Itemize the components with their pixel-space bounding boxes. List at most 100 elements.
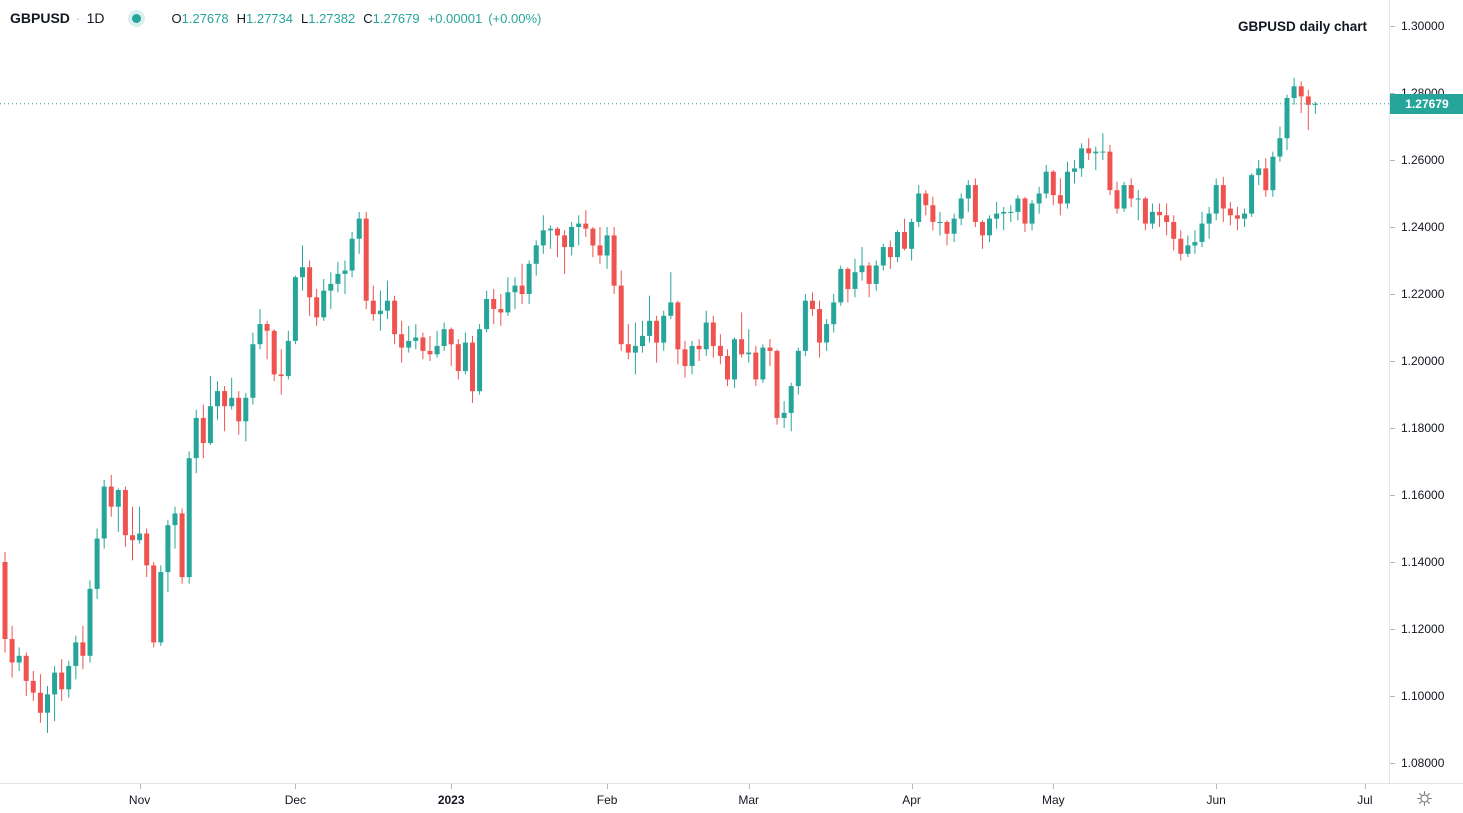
candle-body xyxy=(172,513,178,526)
candle-body xyxy=(1121,185,1127,209)
candle-body xyxy=(377,310,383,315)
candle-body xyxy=(278,374,284,377)
time-axis-tick xyxy=(139,784,141,789)
time-axis-tick xyxy=(295,784,297,789)
low-label: L xyxy=(301,10,309,26)
candle-body xyxy=(1305,96,1311,105)
candle-body xyxy=(675,302,681,350)
candle-body xyxy=(632,345,638,353)
candle-body xyxy=(859,265,865,273)
candlestick-canvas[interactable] xyxy=(0,0,1389,783)
candle-body xyxy=(810,300,815,310)
candle-body xyxy=(1171,222,1177,239)
time-axis-label: Jun xyxy=(1206,793,1226,807)
time-axis[interactable]: Nov Dec 2023 Feb Mar Apr May Jun Jul xyxy=(0,783,1463,813)
candle-body xyxy=(980,222,985,236)
candle-body xyxy=(873,265,879,284)
time-axis-label: Feb xyxy=(596,793,618,807)
candle-body xyxy=(1128,185,1134,199)
candle-body xyxy=(1256,168,1262,176)
candle-body xyxy=(1114,190,1120,209)
time-axis-label: May xyxy=(1041,793,1065,807)
settings-button[interactable] xyxy=(1410,786,1438,810)
candle-body xyxy=(1079,148,1085,169)
candle-body xyxy=(144,533,150,566)
candle-body xyxy=(654,320,660,343)
time-axis-tick xyxy=(451,784,453,789)
candle-body xyxy=(1065,171,1070,204)
candle-body xyxy=(193,417,199,459)
candle-body xyxy=(576,223,582,227)
candle-body xyxy=(1185,245,1191,254)
candle-body xyxy=(668,302,674,316)
candle-body xyxy=(52,672,58,695)
candle-body xyxy=(1291,86,1297,98)
legend-separator: · xyxy=(75,10,81,26)
candle-body xyxy=(1227,208,1233,216)
candle-body xyxy=(491,299,497,309)
candle-body xyxy=(243,397,249,422)
candle-body xyxy=(1178,238,1184,254)
candle-body xyxy=(958,198,964,219)
symbol-name[interactable]: GBPUSD xyxy=(10,10,70,26)
candle-body xyxy=(1263,168,1269,191)
candle-body xyxy=(448,329,454,345)
candle-body xyxy=(462,342,468,372)
time-axis-tick xyxy=(1053,784,1055,789)
candle-body xyxy=(101,486,107,539)
time-axis-tick xyxy=(1216,784,1218,789)
candle-body xyxy=(725,356,730,380)
candle-body xyxy=(902,232,907,249)
candle-body xyxy=(739,339,745,355)
candle-body xyxy=(59,672,65,690)
candle-body xyxy=(965,185,971,199)
candle-body xyxy=(547,228,553,231)
price-axis-tick xyxy=(1390,160,1395,161)
candle-body xyxy=(1149,211,1155,224)
high-label: H xyxy=(236,10,246,26)
candle-body xyxy=(200,417,206,443)
candle-body xyxy=(1234,215,1240,219)
candle-body xyxy=(831,302,837,325)
candle-body xyxy=(1001,211,1007,214)
candle-body xyxy=(703,322,709,350)
candle-body xyxy=(647,320,653,336)
candle-body xyxy=(130,535,135,541)
candle-body xyxy=(137,533,143,541)
candle-body xyxy=(498,309,504,313)
candle-body xyxy=(526,263,532,294)
candle-body xyxy=(838,268,844,303)
candle-body xyxy=(930,205,936,222)
candle-body xyxy=(895,232,900,258)
price-axis-tick xyxy=(1390,696,1395,697)
change-percent: (+0.00%) xyxy=(488,10,542,26)
candle-body xyxy=(1220,185,1226,209)
price-axis-label: 1.24000 xyxy=(1401,220,1445,234)
candle-body xyxy=(817,309,822,343)
ohlc-readout: O1.27678 H1.27734 L1.27382 C1.27679 +0.0… xyxy=(171,11,547,26)
candle-body xyxy=(80,642,86,656)
price-axis-label: 1.30000 xyxy=(1401,19,1445,33)
candle-body xyxy=(370,300,376,315)
symbol-legend: GBPUSD · 1D O1.27678 H1.27734 L1.27382 C… xyxy=(10,8,547,28)
change-value: +0.00001 xyxy=(427,10,483,26)
candle-body xyxy=(1086,148,1092,154)
candle-body xyxy=(625,344,631,353)
candle-body xyxy=(392,300,398,335)
candle-body xyxy=(852,272,858,289)
candle-body xyxy=(151,565,157,643)
candle-body xyxy=(115,490,121,507)
candle-body xyxy=(229,397,235,407)
price-axis[interactable]: 1.300001.280001.260001.240001.220001.200… xyxy=(1389,0,1463,783)
time-axis-label: Apr xyxy=(902,793,921,807)
low-value: 1.27382 xyxy=(308,10,356,26)
candle-body xyxy=(1107,151,1113,191)
candle-body xyxy=(1022,198,1028,224)
candle-body xyxy=(1249,175,1255,214)
candle-body xyxy=(887,247,893,258)
candle-body xyxy=(16,655,22,663)
interval-label[interactable]: 1D xyxy=(86,10,105,26)
candle-body xyxy=(427,350,433,355)
candle-body xyxy=(158,572,164,643)
